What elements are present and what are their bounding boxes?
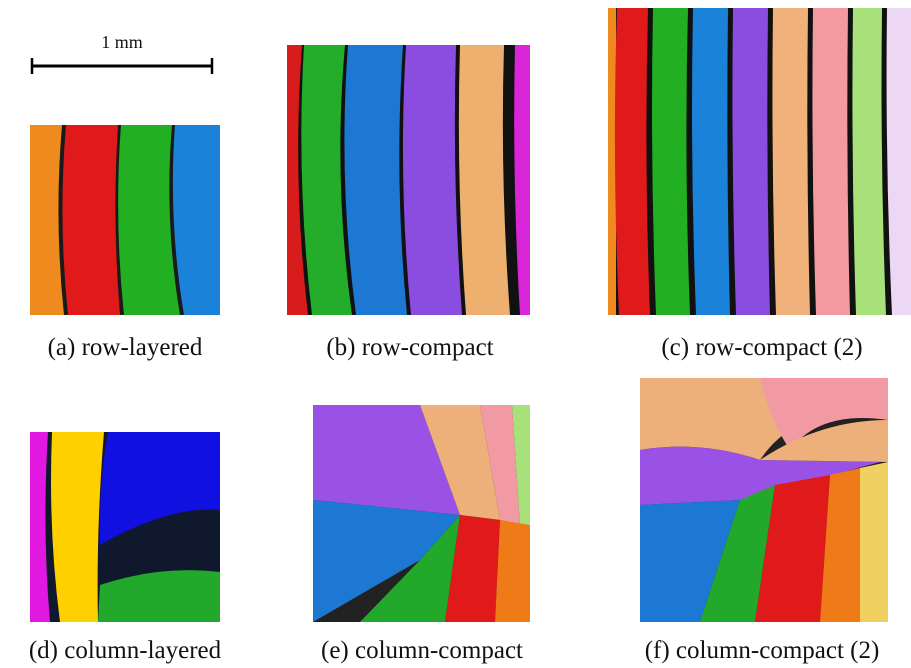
panel-image [608,8,911,315]
panel-image [287,45,530,315]
caption: (c) row-compact (2) [661,334,862,361]
caption: (e) column-compact [321,637,523,664]
scale-label: 1 mm [101,32,143,52]
caption: (a) row-layered [48,334,203,361]
figure: 1 mm [0,0,911,668]
caption: (b) row-compact [326,334,493,361]
panel-image [313,405,530,622]
scale-bar: 1 mm [32,32,212,74]
panel-image [640,378,888,622]
panel-image [30,432,220,622]
panel-image [30,125,220,315]
caption: (f) column-compact (2) [645,637,880,664]
caption: (d) column-layered [29,637,222,664]
